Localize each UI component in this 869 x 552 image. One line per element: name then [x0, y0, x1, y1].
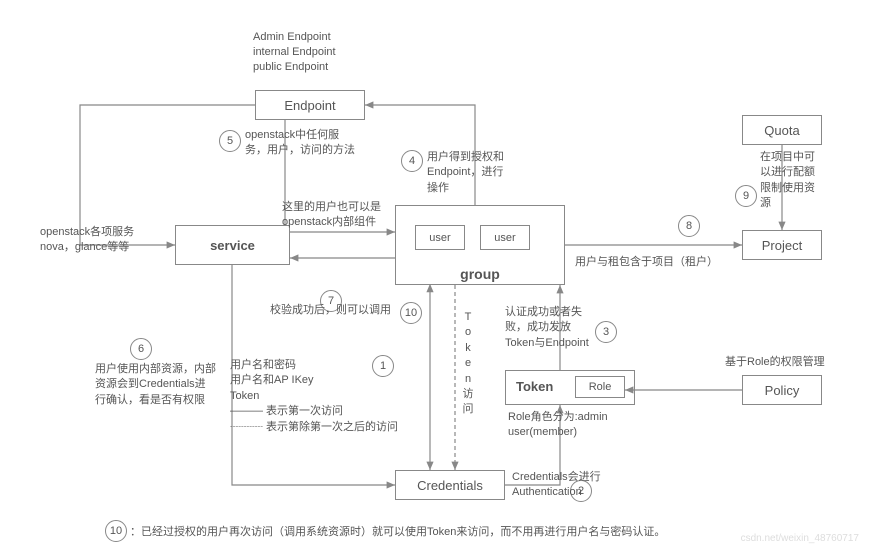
anno-8: 用户与租包含于项目（租户）: [575, 255, 745, 270]
label-internal-endpoint: internal Endpoint: [253, 45, 336, 60]
watermark: csdn.net/weixin_48760717: [741, 533, 859, 544]
node-role: Role: [575, 376, 625, 398]
anno-10b: ：已经过授权的用户再次访问（调用系统资源时）就可以使用Token来访问，而不用再…: [130, 525, 780, 540]
step-6: 6: [130, 338, 152, 360]
node-credentials: Credentials: [395, 470, 505, 500]
anno-4: 用户得到授权和 Endpoint，进行 操作: [427, 150, 547, 196]
anno-3: 认证成功或者失 败，成功发放 Token与Endpoint: [505, 305, 615, 351]
anno-service-left: openstack各项服务 nova，glance等等: [40, 225, 170, 256]
step-8: 8: [678, 215, 700, 237]
label-public-endpoint: public Endpoint: [253, 60, 328, 75]
node-user-2: user: [480, 225, 530, 250]
node-quota: Quota: [742, 115, 822, 145]
node-endpoint: Endpoint: [255, 90, 365, 120]
anno-7: 校验成功后，则可以调用: [270, 303, 430, 318]
anno-service-right: 这里的用户也可以是 openstack内部组件: [282, 200, 412, 231]
label-admin-endpoint: Admin Endpoint: [253, 30, 331, 45]
anno-9: 在项目中可 以进行配额 限制使用资 源: [760, 150, 840, 212]
anno-2: Credentials会进行 Authentication: [512, 470, 642, 501]
anno-1: 用户名和密码 用户名和AP IKey Token ——— 表示第一次访问 ┈┈┈…: [230, 358, 410, 435]
node-project: Project: [742, 230, 822, 260]
step-4: 4: [401, 150, 423, 172]
group-title: group: [396, 266, 564, 282]
node-policy: Policy: [742, 375, 822, 405]
step-9: 9: [735, 185, 757, 207]
anno-5: openstack中任何服 务，用户，访问的方法: [245, 128, 375, 159]
node-user-1: user: [415, 225, 465, 250]
token-label: Token: [516, 379, 553, 394]
anno-role: Role角色分为:admin user(member): [508, 410, 668, 441]
step-5: 5: [219, 130, 241, 152]
step-10b: 10: [105, 520, 127, 542]
node-service: service: [175, 225, 290, 265]
anno-policy: 基于Role的权限管理: [725, 355, 855, 370]
anno-10-vertical: T o k e n 访 问: [461, 310, 475, 418]
